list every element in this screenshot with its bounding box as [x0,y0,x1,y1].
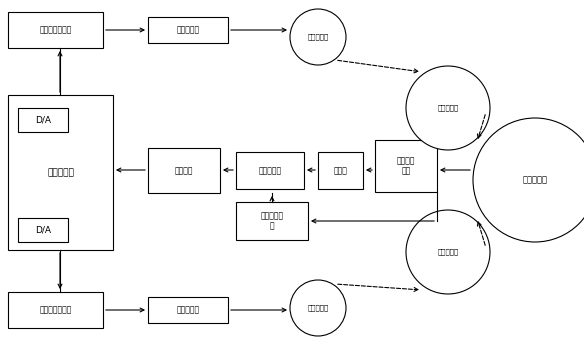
Bar [18,108,68,132]
Circle shape [406,210,490,294]
Bar [375,140,437,192]
Bar [8,292,103,328]
Circle shape [473,118,584,242]
Text: 风速测量仪: 风速测量仪 [259,166,281,175]
Text: 右桥式驱动: 右桥式驱动 [176,26,200,35]
Circle shape [290,9,346,65]
Text: 右初级齿轮: 右初级齿轮 [437,105,458,111]
Text: 转动状态测
量: 转动状态测 量 [260,211,284,231]
Text: D/A: D/A [35,116,51,125]
Bar [148,148,220,193]
Bar [318,152,363,189]
Circle shape [406,66,490,150]
Text: 计算单元: 计算单元 [175,166,193,175]
Bar [148,17,228,43]
Text: 左伺服电机: 左伺服电机 [307,305,329,311]
Text: 左通道电流控制: 左通道电流控制 [39,306,72,315]
Bar [8,95,113,250]
Bar [236,202,308,240]
Text: 主控计算机: 主控计算机 [47,168,74,177]
Text: 左桥式驱动: 左桥式驱动 [176,306,200,315]
Text: 环境风: 环境风 [333,166,347,175]
Bar [8,12,103,48]
Circle shape [290,280,346,336]
Text: 输出级齿轮: 输出级齿轮 [523,175,548,184]
Text: 左初级齿轮: 左初级齿轮 [437,249,458,255]
Text: 卫星通信
天线: 卫星通信 天线 [397,156,415,176]
Bar [148,297,228,323]
Bar [236,152,304,189]
Text: D/A: D/A [35,226,51,235]
Text: 右通道电流控制: 右通道电流控制 [39,26,72,35]
Bar [18,218,68,242]
Text: 右伺服电机: 右伺服电机 [307,34,329,40]
